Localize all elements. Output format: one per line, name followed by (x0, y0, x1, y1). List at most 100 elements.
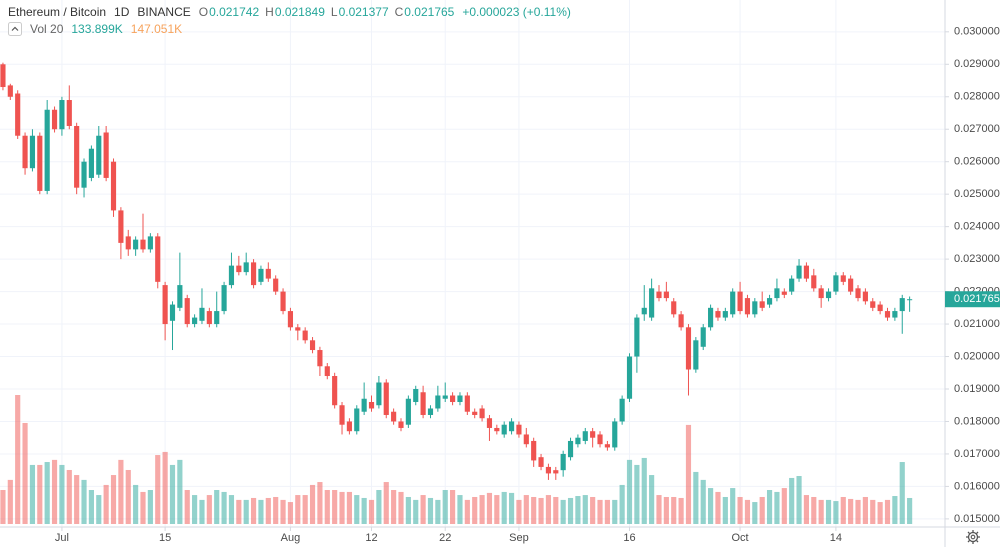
volume-bar (715, 491, 721, 524)
volume-bar (250, 497, 257, 524)
candle-body (663, 291, 669, 299)
volume-bar (169, 464, 176, 524)
candle-body (376, 382, 382, 406)
candle-body (361, 398, 367, 412)
candle-body (346, 421, 352, 432)
volume-layer (0, 395, 913, 524)
exchange: BINANCE (137, 4, 191, 19)
candle-body (332, 376, 338, 406)
volume-bar (604, 499, 610, 524)
volume-bar (442, 490, 448, 524)
candle-body (140, 239, 146, 250)
x-tick-label: 16 (623, 532, 635, 544)
candle-body (862, 291, 868, 302)
candle-body (479, 408, 485, 419)
volume-bar (656, 495, 662, 524)
settings-icon[interactable] (966, 530, 980, 544)
candle-body (206, 311, 212, 325)
volume-bar (575, 496, 581, 524)
volume-bar (376, 490, 382, 524)
x-tick-label: 15 (159, 532, 171, 544)
volume-bar (118, 459, 124, 524)
ohlc-item: L 0.021377 (331, 4, 389, 20)
volume-bar (737, 496, 743, 524)
y-tick-label: 0.017000 (954, 448, 1000, 460)
volume-bar (427, 497, 434, 524)
volume-bar (140, 491, 146, 524)
candle-body (811, 275, 817, 289)
volume-bar (494, 495, 500, 524)
candle-body (280, 291, 286, 312)
candle-body (147, 236, 153, 250)
y-tick-label: 0.023000 (954, 253, 1000, 265)
volume-bar (634, 464, 640, 524)
candle-body (590, 431, 596, 438)
gear-hub (970, 534, 976, 540)
volume-bar (413, 499, 419, 524)
candle-body (37, 135, 43, 191)
candle-body (567, 440, 574, 458)
last-price-label: 0.021765 (954, 293, 1000, 305)
candle-body (22, 135, 28, 169)
volume-bar (479, 495, 485, 524)
candle-body (324, 366, 330, 377)
candle-body (383, 382, 389, 415)
candle-body (759, 301, 765, 308)
volume-bar (811, 496, 817, 524)
volume-bar (789, 477, 795, 524)
x-tick-label: Aug (281, 532, 301, 544)
volume-bar (759, 496, 765, 524)
candle-body (649, 288, 655, 318)
gear-teeth (966, 530, 980, 544)
volume-bar (663, 496, 669, 524)
candle-body (287, 311, 294, 328)
collapse-button[interactable] (8, 21, 22, 36)
volume-bar (280, 499, 286, 524)
candle-body (656, 291, 662, 299)
y-tick-label: 0.021000 (954, 318, 1000, 330)
candle-body (781, 291, 787, 295)
volume-bar (545, 495, 552, 524)
volume-bar (825, 499, 832, 524)
candle-body (199, 307, 205, 321)
candle-body (250, 262, 257, 286)
volume-bar (0, 490, 6, 524)
volume-bar (531, 496, 537, 524)
volume-bar (258, 499, 264, 524)
volume-bar (892, 496, 898, 524)
candle-body (708, 307, 714, 328)
ohlc-value: 0.021377 (338, 4, 389, 19)
candle-body (553, 470, 559, 474)
candle-body (722, 311, 728, 318)
ohlc-label: L (330, 4, 338, 19)
volume-bar (708, 488, 714, 524)
volume-bar (877, 502, 883, 524)
volume-bar (693, 471, 699, 524)
volume-bar (383, 482, 389, 524)
candle-body (81, 161, 87, 188)
ohlc-item: O 0.021742 (199, 4, 259, 20)
volume-bar (66, 469, 72, 524)
ohlc-value: 0.021765 (404, 4, 455, 19)
volume-bar (450, 490, 456, 524)
volume-bar (855, 499, 861, 524)
volume-bar (199, 499, 205, 524)
candle-body (575, 437, 581, 445)
candle-body (892, 311, 898, 318)
candle-body (118, 210, 124, 243)
candle-body (103, 132, 109, 178)
volume-bar (361, 497, 367, 524)
volume-bar (59, 464, 65, 524)
candle-body (494, 427, 500, 432)
volume-bar (781, 488, 787, 524)
gear-ring (967, 531, 979, 543)
candle-body (634, 317, 640, 357)
candle-body (538, 457, 544, 467)
grid (0, 0, 945, 527)
candle-body (545, 466, 552, 474)
volume-bar (884, 499, 891, 524)
candle-body (427, 408, 434, 415)
volume-bar (457, 495, 463, 524)
volume-current: 133.899K (71, 21, 123, 36)
volume-bar (346, 491, 352, 524)
